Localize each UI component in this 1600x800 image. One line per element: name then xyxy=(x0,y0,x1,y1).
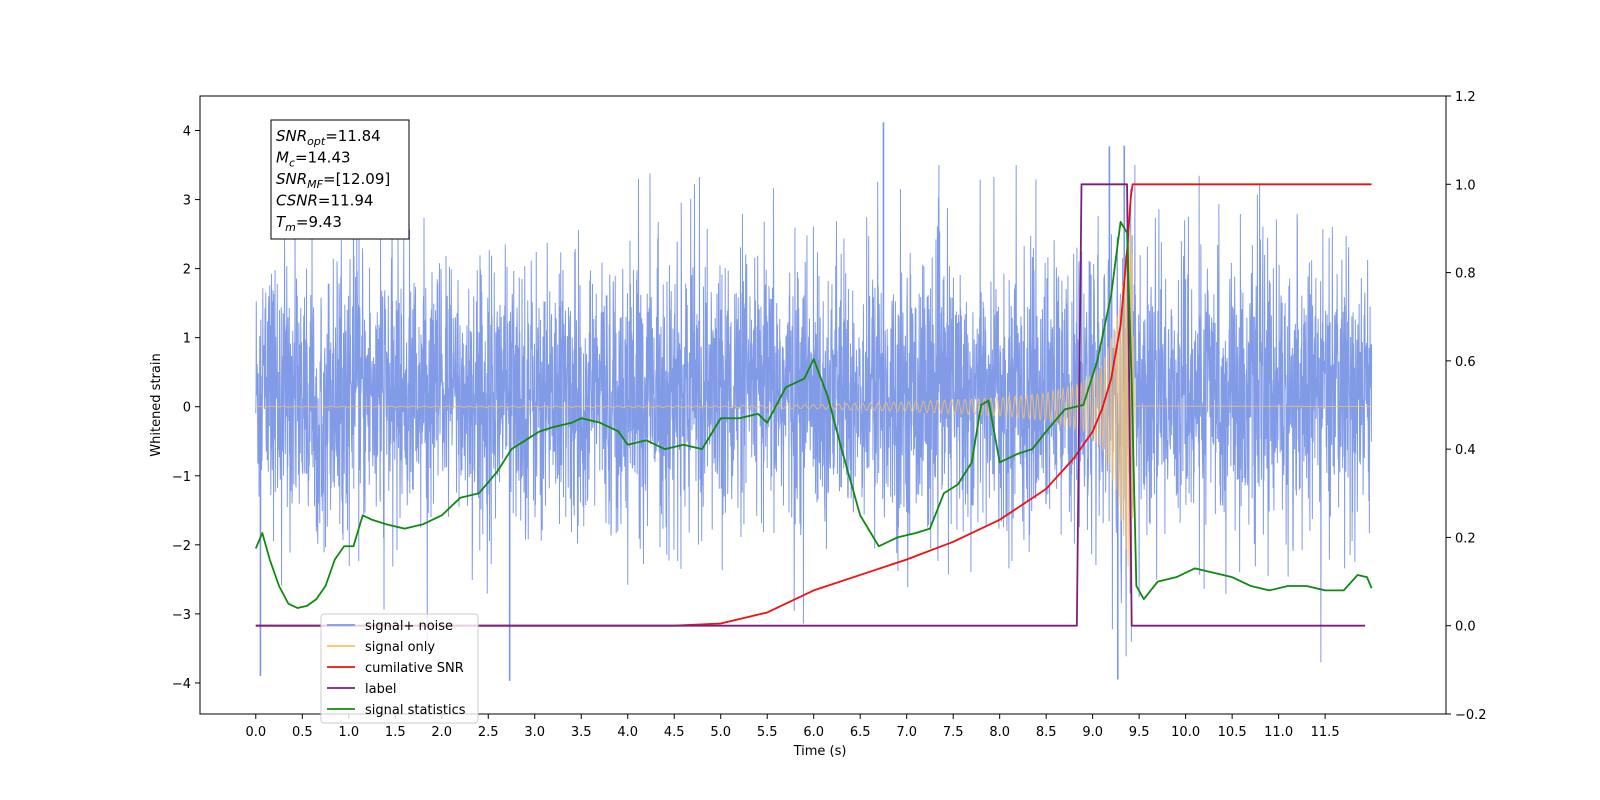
plot-area xyxy=(254,122,1373,681)
y2-tick-label: 0.2 xyxy=(1455,531,1476,546)
stats-annotation-box: SNRopt=11.84Mc=14.43SNRMF=[12.09]CSNR=11… xyxy=(270,119,410,240)
x-tick-label: 11.5 xyxy=(1311,725,1340,740)
x-tick-label: 3.0 xyxy=(524,725,545,740)
x-tick-label: 2.5 xyxy=(478,725,499,740)
x-tick-label: 6.5 xyxy=(850,725,871,740)
y2-tick-label: 0.8 xyxy=(1455,267,1476,282)
plot-frame xyxy=(199,95,1447,715)
series-signal-statistics xyxy=(254,220,1373,609)
x-tick-label: 11.0 xyxy=(1264,725,1293,740)
annotation-frame xyxy=(270,119,410,240)
x-tick-label: 10.0 xyxy=(1171,725,1200,740)
legend-label: label xyxy=(365,682,396,697)
y2-tick-label: −0.2 xyxy=(1455,708,1487,723)
y-tick-label: −1 xyxy=(172,470,191,485)
x-tick-label: 1.0 xyxy=(338,725,359,740)
noise-layer xyxy=(255,122,1373,681)
y-tick-label: 4 xyxy=(183,125,191,140)
signal-only-line xyxy=(255,231,1372,588)
signal-plus-noise-line xyxy=(255,165,1373,663)
y-tick-label: 2 xyxy=(183,263,191,278)
y-tick-label: 1 xyxy=(183,332,191,347)
x-tick-label: 10.5 xyxy=(1218,725,1247,740)
y-tick-label: 0 xyxy=(183,401,191,416)
annotation-line: Mc=14.43 xyxy=(276,149,351,170)
x-tick-label: 4.5 xyxy=(664,725,685,740)
y-axis-right: 1.2 1.0 0.8 0.6 0.4 0.2 0.0 −0.2 xyxy=(1446,90,1487,723)
x-tick-label: 7.0 xyxy=(896,725,917,740)
x-tick-label: 8.5 xyxy=(1036,725,1057,740)
signal-only-layer xyxy=(255,231,1372,588)
x-tick-label: 9.5 xyxy=(1129,725,1150,740)
x-tick-label: 4.0 xyxy=(617,725,638,740)
x-tick-label: 0.5 xyxy=(292,725,313,740)
legend-label: cumilative SNR xyxy=(365,661,464,676)
y2-tick-label: 0.4 xyxy=(1455,443,1476,458)
legend-label: signal only xyxy=(365,640,435,655)
series-layer xyxy=(254,183,1373,627)
x-axis-title: Time (s) xyxy=(793,744,847,759)
x-tick-label: 0.0 xyxy=(245,725,266,740)
series-label xyxy=(255,183,1366,627)
x-tick-label: 1.5 xyxy=(385,725,406,740)
legend-label: signal statistics xyxy=(365,703,466,718)
x-tick-label: 8.0 xyxy=(989,725,1010,740)
x-tick-label: 2.0 xyxy=(431,725,452,740)
y2-tick-label: 0.6 xyxy=(1455,355,1476,370)
y2-tick-label: 1.0 xyxy=(1455,178,1476,193)
y2-tick-label: 0.0 xyxy=(1455,620,1476,635)
legend-frame xyxy=(320,613,479,724)
x-tick-label: 5.5 xyxy=(757,725,778,740)
annotation-line: CSNR=11.94 xyxy=(276,192,373,210)
legend-label: signal+ noise xyxy=(365,619,453,634)
x-tick-label: 5.0 xyxy=(710,725,731,740)
x-tick-label: 6.0 xyxy=(803,725,824,740)
y-tick-label: 3 xyxy=(183,194,191,209)
x-axis: 0.0 0.5 1.0 1.5 2.0 2.5 3.0 3.5 4.0 4.5 5.0 5.5 6.0 6… xyxy=(245,714,1340,740)
legend: signal+ noise signal only cumilative SNR la… xyxy=(320,613,479,724)
y-tick-label: −4 xyxy=(172,677,191,692)
x-tick-label: 9.0 xyxy=(1082,725,1103,740)
annotation-line: Tm=9.43 xyxy=(276,213,342,234)
y-tick-label: −2 xyxy=(172,539,191,554)
annotation-line: SNRMF=[12.09] xyxy=(276,170,390,191)
y-tick-label: −3 xyxy=(172,608,191,623)
y2-tick-label: 1.2 xyxy=(1455,90,1476,105)
y-axis-title: Whitened strain xyxy=(149,353,164,456)
x-tick-label: 7.5 xyxy=(943,725,964,740)
annotation-line: SNRopt=11.84 xyxy=(276,127,381,148)
x-tick-label: 3.5 xyxy=(571,725,592,740)
y-axis-left: 4 3 2 1 0 −1 −2 −3 −4 xyxy=(172,125,200,692)
